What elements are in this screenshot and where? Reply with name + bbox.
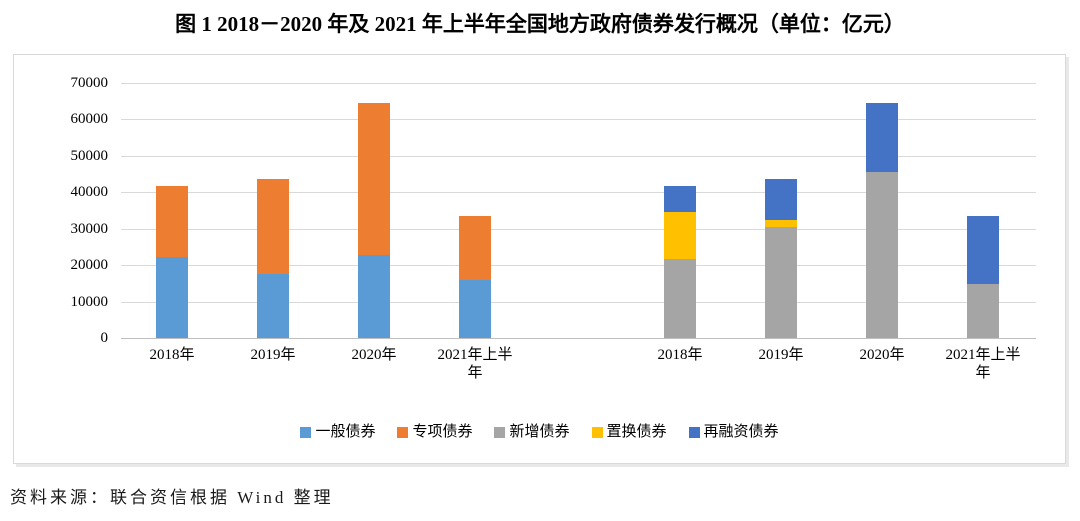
x-axis-tick-label: 2020年 xyxy=(859,347,905,363)
y-axis-tick-label: 50000 xyxy=(70,147,109,164)
x-axis-tick-label: 2021年上半年 xyxy=(437,347,513,381)
legend-item: 置换债券 xyxy=(591,424,667,440)
bar-segment xyxy=(967,216,999,285)
bar-segment xyxy=(866,171,898,338)
legend-swatch-icon xyxy=(397,426,409,438)
legend-swatch-icon xyxy=(494,426,506,438)
bar-segment xyxy=(664,211,696,259)
bar-segment xyxy=(765,179,797,221)
gridline xyxy=(121,155,1036,157)
y-axis-tick-label: 10000 xyxy=(70,293,109,310)
bar-segment xyxy=(358,254,390,338)
legend-label: 置换债券 xyxy=(606,424,667,440)
legend-item: 再融资债券 xyxy=(688,424,779,440)
bar-segment xyxy=(156,257,188,338)
y-axis-tick-label: 0 xyxy=(100,330,109,346)
legend-item: 新增债券 xyxy=(494,424,570,440)
bar-segment xyxy=(257,273,289,338)
x-axis-tick-label: 2020年 xyxy=(351,347,397,363)
legend-swatch-icon xyxy=(688,426,700,438)
x-axis-tick-label: 2019年 xyxy=(250,347,296,363)
bar-segment xyxy=(459,216,491,281)
gridline xyxy=(121,83,1036,84)
x-axis-tick-label: 2018年 xyxy=(657,347,703,363)
bar-segment xyxy=(664,186,696,212)
bar-segment xyxy=(358,103,390,255)
source-note: 资料来源：联合资信根据 Wind 整理 xyxy=(10,488,334,507)
y-axis-tick-label: 30000 xyxy=(70,220,109,237)
legend-item: 专项债券 xyxy=(397,424,472,440)
bar-segment xyxy=(257,179,289,274)
bar-segment xyxy=(459,280,491,338)
gridline xyxy=(121,228,1036,230)
bar-segment xyxy=(967,284,999,338)
gridline xyxy=(121,265,1036,267)
y-axis-tick-label: 70000 xyxy=(70,75,109,91)
chart-panel: 0 10000 20000 30000 40000 50000 60000 70000 2018… xyxy=(13,54,1066,464)
chart-title: 图 1 2018－2020 年及 2021 年上半年全国地方政府债券发行概况（单… xyxy=(175,12,905,36)
legend-label: 专项债券 xyxy=(412,424,473,440)
y-axis-tick-label: 60000 xyxy=(70,111,109,128)
x-axis-tick-label: 2021年上半年 xyxy=(945,347,1021,381)
legend: 一般债券 专项债券 新增债券 置换债券 再融资债券 xyxy=(14,424,1065,440)
x-axis-line xyxy=(121,338,1036,339)
legend-swatch-icon xyxy=(300,426,312,438)
legend-label: 新增债券 xyxy=(509,424,570,440)
legend-label: 一般债券 xyxy=(315,424,376,440)
y-axis-tick-label: 20000 xyxy=(70,257,109,274)
gridline xyxy=(121,192,1036,194)
legend-label: 再融资债券 xyxy=(703,424,779,440)
y-axis-tick-label: 40000 xyxy=(70,184,109,201)
x-axis-tick-label: 2019年 xyxy=(758,347,804,363)
bar-segment xyxy=(156,186,188,258)
gridline xyxy=(121,301,1036,303)
bar-segment xyxy=(765,220,797,227)
legend-item: 一般债券 xyxy=(300,424,375,440)
bar-segment xyxy=(765,226,797,338)
legend-swatch-icon xyxy=(591,426,603,438)
bar-segment xyxy=(664,258,696,338)
gridline xyxy=(121,119,1036,121)
bar-segment xyxy=(866,103,898,172)
x-axis-tick-label: 2018年 xyxy=(149,347,195,363)
